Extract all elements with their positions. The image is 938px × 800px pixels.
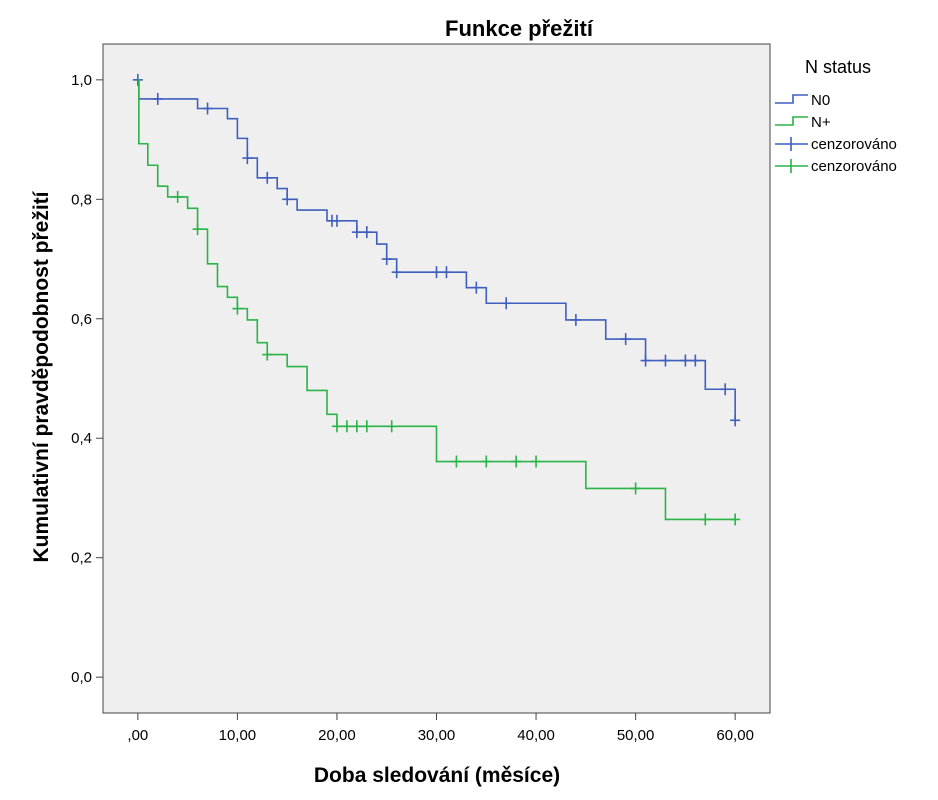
legend-label: cenzorováno (811, 136, 897, 153)
y-tick-label: 0,2 (71, 550, 92, 567)
x-axis-title: Doba sledování (měsíce) (314, 764, 560, 787)
y-tick-label: 1,0 (71, 72, 92, 89)
legend-title: N status (805, 57, 871, 77)
x-tick-label: 30,00 (418, 727, 456, 744)
legend-label: N+ (811, 114, 831, 131)
series-n0 (132, 73, 741, 427)
legend-entry: cenzorováno (775, 136, 897, 153)
survival-step-line (137, 79, 736, 421)
y-tick-label: 0,6 (71, 311, 92, 328)
legend-label: N0 (811, 92, 830, 109)
x-tick-label: 10,00 (219, 727, 257, 744)
legend-entry: N+ (775, 114, 831, 131)
y-tick-label: 0,0 (71, 669, 92, 686)
x-tick-label: 40,00 (517, 727, 555, 744)
x-tick-label: 50,00 (617, 727, 655, 744)
legend-swatch (775, 116, 808, 126)
series-n-plus (137, 79, 741, 526)
legend-swatch (775, 94, 808, 104)
x-tick-label: 20,00 (318, 727, 356, 744)
legend: N status N0 N+ cenzorováno cenzorováno (775, 57, 897, 175)
legend-entry: cenzorováno (775, 158, 897, 175)
axis-ticks: ,00 10,00 20,00 30,00 40,00 50,00 60,00 0,0 0,2 0… (71, 72, 754, 744)
y-axis-title: Kumulativní pravděpodobnost přežití (30, 190, 53, 562)
series-layer (132, 73, 741, 526)
legend-entry: N0 (775, 92, 830, 109)
plot-area (102, 43, 771, 714)
x-tick-label: ,00 (127, 727, 148, 744)
legend-label: cenzorováno (811, 158, 897, 175)
y-tick-label: 0,8 (71, 191, 92, 208)
chart-title: Funkce přežití (445, 16, 594, 41)
y-tick-label: 0,4 (71, 430, 92, 447)
x-tick-label: 60,00 (716, 727, 754, 744)
